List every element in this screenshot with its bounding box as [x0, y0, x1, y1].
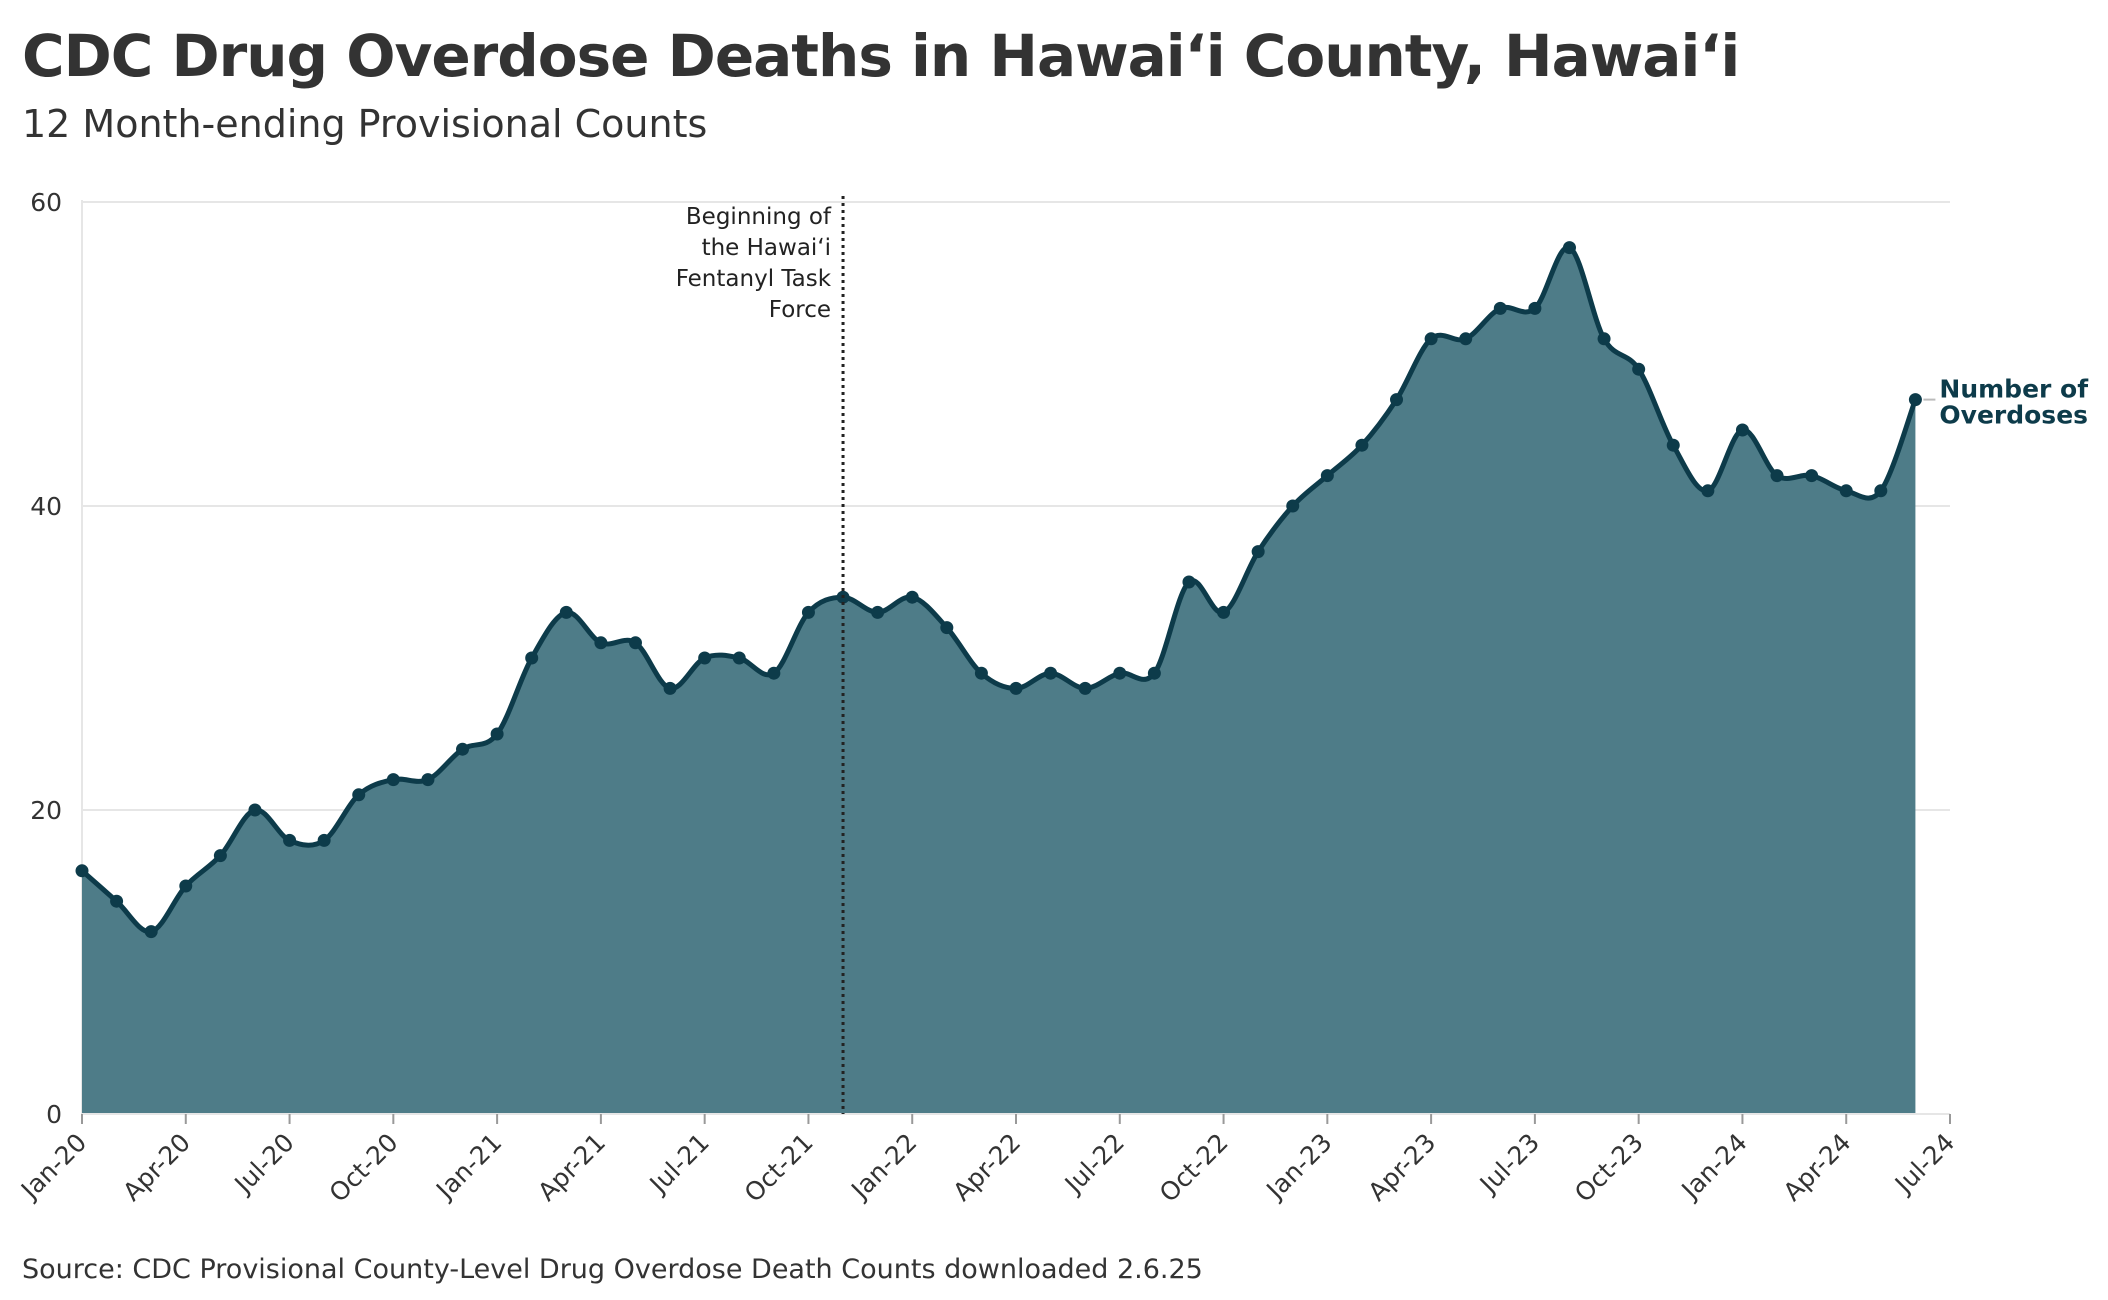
- x-tick-label-Jul-24: Jul-24: [1888, 1128, 1960, 1200]
- data-point-27: [1009, 681, 1023, 695]
- data-point-7: [317, 833, 331, 847]
- data-point-13: [525, 651, 539, 665]
- data-point-2: [144, 925, 158, 939]
- data-point-47: [1701, 484, 1715, 498]
- data-point-28: [1044, 666, 1058, 680]
- data-point-9: [386, 773, 400, 787]
- data-point-3: [179, 879, 193, 893]
- data-point-20: [767, 666, 781, 680]
- y-tick-label-40: 40: [30, 492, 62, 521]
- x-tick-label-Apr-20: Apr-20: [117, 1128, 196, 1207]
- data-point-32: [1182, 575, 1196, 589]
- chart-subtitle: 12 Month-ending Provisional Counts: [22, 102, 708, 146]
- data-point-19: [732, 651, 746, 665]
- data-point-41: [1493, 301, 1507, 315]
- data-point-23: [871, 605, 885, 619]
- x-tick-label-Oct-21: Oct-21: [739, 1128, 819, 1208]
- data-point-52: [1874, 484, 1888, 498]
- data-point-6: [283, 833, 297, 847]
- task-force-annotation-line-1: the Hawaiʻi: [702, 235, 831, 261]
- data-point-33: [1217, 605, 1231, 619]
- data-point-0: [75, 864, 89, 878]
- x-tick-label-Jul-21: Jul-21: [643, 1128, 715, 1200]
- area-fill-overdoses: [82, 247, 1916, 1115]
- x-tick-label-Oct-20: Oct-20: [324, 1128, 404, 1208]
- data-point-18: [698, 651, 712, 665]
- data-point-45: [1632, 362, 1646, 376]
- data-point-25: [940, 621, 954, 635]
- data-point-4: [213, 849, 227, 863]
- data-point-51: [1839, 484, 1853, 498]
- data-point-24: [905, 590, 919, 604]
- x-tick-label-Apr-23: Apr-23: [1363, 1128, 1442, 1207]
- data-point-26: [974, 666, 988, 680]
- data-point-21: [801, 605, 815, 619]
- x-tick-label-Jul-20: Jul-20: [228, 1128, 300, 1200]
- data-point-53: [1908, 393, 1922, 407]
- data-point-34: [1251, 545, 1265, 559]
- data-point-1: [110, 894, 124, 908]
- y-tick-label-20: 20: [30, 796, 62, 825]
- data-point-42: [1528, 301, 1542, 315]
- source-note: Source: CDC Provisional County-Level Dru…: [22, 1254, 1203, 1285]
- x-tick-label-Jul-23: Jul-23: [1473, 1128, 1545, 1200]
- x-tick-label-Apr-22: Apr-22: [947, 1128, 1026, 1207]
- task-force-annotation-line-3: Force: [769, 297, 831, 323]
- x-tick-label-Jan-22: Jan-22: [844, 1128, 922, 1206]
- x-tick-label-Jan-21: Jan-21: [429, 1128, 507, 1206]
- data-point-12: [490, 727, 504, 741]
- x-tick-label-Apr-21: Apr-21: [532, 1128, 611, 1207]
- data-point-46: [1666, 438, 1680, 452]
- x-tick-label-Jan-23: Jan-23: [1260, 1128, 1338, 1206]
- x-tick-label-Oct-23: Oct-23: [1569, 1128, 1649, 1208]
- y-tick-label-60: 60: [30, 188, 62, 217]
- data-point-40: [1459, 332, 1473, 346]
- data-point-16: [628, 636, 642, 650]
- task-force-annotation-line-2: Fentanyl Task: [676, 266, 832, 292]
- data-point-39: [1424, 332, 1438, 346]
- data-point-14: [559, 605, 573, 619]
- data-point-8: [352, 788, 366, 802]
- data-point-35: [1286, 499, 1300, 513]
- data-point-43: [1562, 241, 1576, 255]
- data-point-17: [663, 681, 677, 695]
- x-tick-label-Apr-24: Apr-24: [1778, 1128, 1857, 1207]
- data-point-48: [1735, 423, 1749, 437]
- data-point-38: [1390, 393, 1404, 407]
- data-point-31: [1147, 666, 1161, 680]
- data-point-49: [1770, 469, 1784, 483]
- data-point-11: [456, 742, 470, 756]
- data-point-10: [421, 773, 435, 787]
- data-point-36: [1320, 469, 1334, 483]
- data-point-37: [1355, 438, 1369, 452]
- data-point-15: [594, 636, 608, 650]
- series-label-line-1: Overdoses: [1939, 401, 2088, 430]
- x-tick-label-Jan-24: Jan-24: [1675, 1128, 1753, 1206]
- chart-title: CDC Drug Overdose Deaths in Hawaiʻi Coun…: [22, 22, 1740, 90]
- x-tick-label-Jul-22: Jul-22: [1058, 1128, 1130, 1200]
- y-tick-label-0: 0: [46, 1100, 62, 1129]
- x-tick-label-Oct-22: Oct-22: [1154, 1128, 1234, 1208]
- data-point-5: [248, 803, 262, 817]
- data-point-50: [1805, 469, 1819, 483]
- x-tick-label-Jan-20: Jan-20: [14, 1128, 92, 1206]
- data-point-29: [1078, 681, 1092, 695]
- series-label-line-0: Number of: [1939, 375, 2089, 404]
- data-point-44: [1597, 332, 1611, 346]
- data-point-30: [1113, 666, 1127, 680]
- task-force-annotation-line-0: Beginning of: [686, 204, 832, 230]
